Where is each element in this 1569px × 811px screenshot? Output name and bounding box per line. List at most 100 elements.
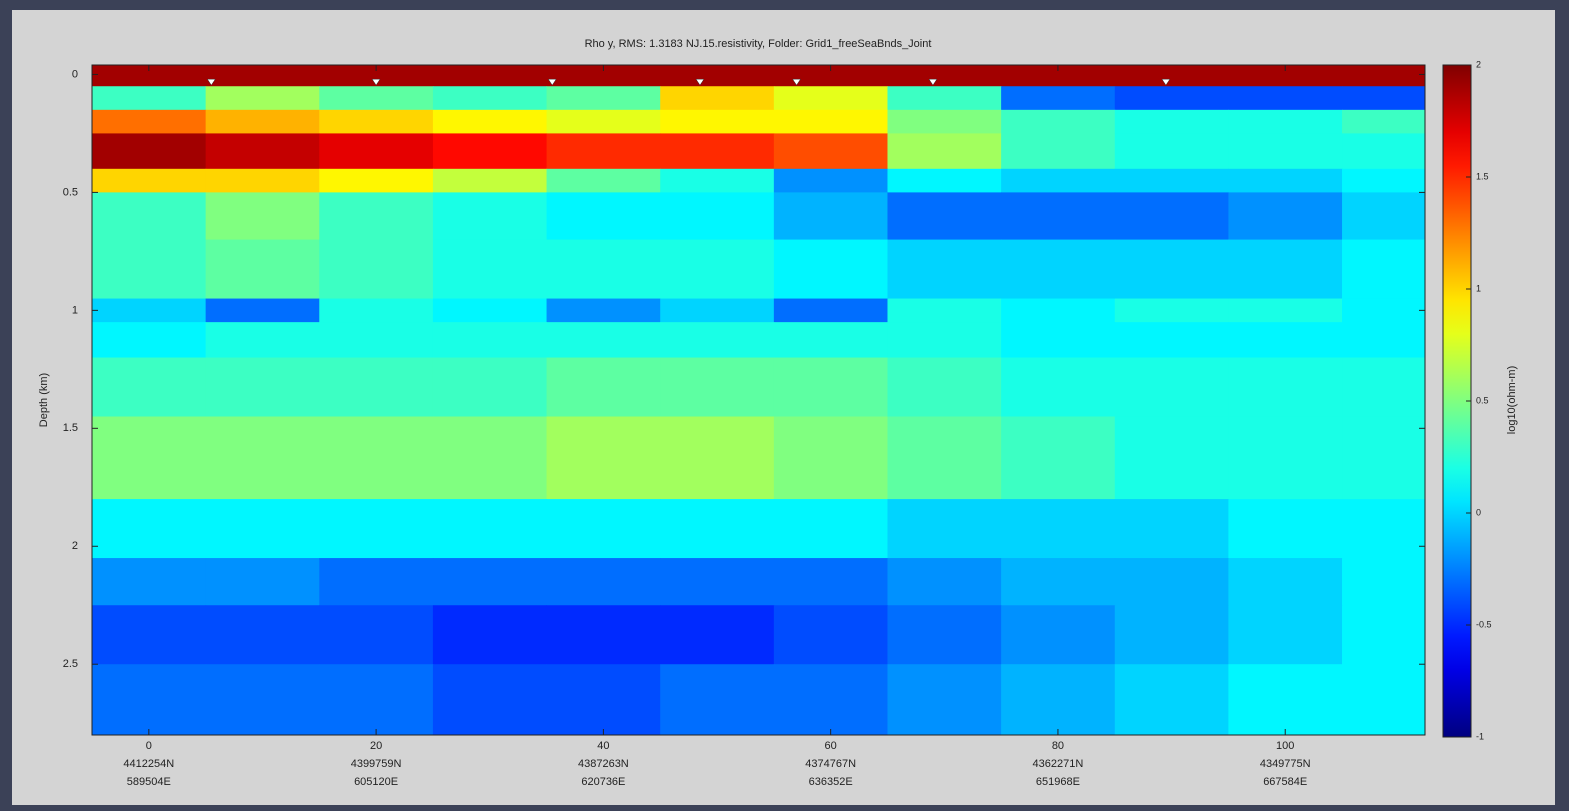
heatmap-cell <box>433 664 547 735</box>
heatmap-cell <box>1001 605 1115 664</box>
heatmap-cell <box>319 133 433 169</box>
heatmap-cell <box>1228 169 1342 193</box>
x-tick-label: 80 <box>1052 740 1064 752</box>
heatmap-cell <box>887 499 1001 558</box>
heatmap-cell <box>660 192 774 240</box>
heatmap-cell <box>1342 299 1425 323</box>
heatmap-cell <box>1115 240 1229 299</box>
heatmap-cell <box>1115 558 1229 606</box>
heatmap-cell <box>1001 110 1115 134</box>
heatmap-cell <box>774 299 888 323</box>
heatmap-cell <box>1342 110 1425 134</box>
heatmap-cell <box>1228 133 1342 169</box>
heatmap-cell <box>206 558 320 606</box>
heatmap-cell <box>92 110 206 134</box>
heatmap-cell <box>206 86 320 110</box>
chart: Rho y, RMS: 1.3183 NJ.15.resistivity, Fo… <box>0 0 1569 811</box>
heatmap-cell <box>1001 192 1115 240</box>
heatmap-cell <box>433 605 547 664</box>
x-tick-easting: 651968E <box>1036 776 1080 788</box>
heatmap-cell <box>206 110 320 134</box>
heatmap-cell <box>887 322 1001 358</box>
y-tick-label: 1.5 <box>63 422 78 434</box>
heatmap-cell <box>774 133 888 169</box>
heatmap-cell <box>547 358 661 417</box>
heatmap-cell <box>660 299 774 323</box>
heatmap-cell <box>1001 417 1115 500</box>
heatmap-cell <box>774 240 888 299</box>
heatmap-cell <box>547 299 661 323</box>
heatmap-cell <box>1115 417 1229 500</box>
heatmap-cell <box>660 240 774 299</box>
heatmap-cell <box>887 605 1001 664</box>
heatmap-cell <box>1342 169 1425 193</box>
heatmap-cell <box>92 605 206 664</box>
heatmap-cell <box>1228 240 1342 299</box>
heatmap-cell <box>887 240 1001 299</box>
heatmap-cell <box>433 110 547 134</box>
heatmap-cell <box>206 133 320 169</box>
heatmap-cell <box>433 499 547 558</box>
heatmap-cell <box>547 499 661 558</box>
heatmap-cell <box>1115 499 1229 558</box>
heatmap-cell <box>1115 664 1229 735</box>
y-tick-label: 1 <box>72 304 78 316</box>
heatmap-cell <box>547 417 661 500</box>
heatmap-cell <box>319 169 433 193</box>
heatmap-cell <box>547 605 661 664</box>
colorbar-tick-label: 1 <box>1476 283 1481 293</box>
heatmap-cell <box>774 664 888 735</box>
heatmap-cell <box>1001 240 1115 299</box>
heatmap-cell <box>92 192 206 240</box>
heatmap-cell <box>319 86 433 110</box>
heatmap-cell <box>319 322 433 358</box>
heatmap-cell <box>206 358 320 417</box>
heatmap-cell <box>887 86 1001 110</box>
heatmap-cell <box>1001 664 1115 735</box>
heatmap-cell <box>547 558 661 606</box>
colorbar-label: log10(ohm-m) <box>1506 366 1518 434</box>
heatmap-cell <box>433 322 547 358</box>
heatmap-cell <box>887 110 1001 134</box>
heatmap-cell <box>1001 358 1115 417</box>
heatmap-cell <box>206 664 320 735</box>
heatmap-cell <box>433 417 547 500</box>
heatmap-cell <box>206 299 320 323</box>
heatmap-cell <box>92 499 206 558</box>
heatmap-cell <box>1228 605 1342 664</box>
heatmap-cell <box>92 133 206 169</box>
colorbar-tick-label: -1 <box>1476 731 1484 741</box>
heatmap-cell <box>1342 86 1425 110</box>
x-tick-northing: 4387263N <box>578 758 629 770</box>
heatmap-cell <box>887 192 1001 240</box>
heatmap-cell <box>660 417 774 500</box>
heatmap-cell <box>1228 558 1342 606</box>
heatmap-cell <box>206 417 320 500</box>
heatmap-cell <box>1115 192 1229 240</box>
x-tick-northing: 4362271N <box>1033 758 1084 770</box>
heatmap-cell <box>433 240 547 299</box>
heatmap-cell <box>206 240 320 299</box>
heatmap-cell <box>547 169 661 193</box>
heatmap-cell <box>660 605 774 664</box>
heatmap-cell <box>92 558 206 606</box>
heatmap-cell <box>774 358 888 417</box>
colorbar-tick-label: 0.5 <box>1476 395 1489 405</box>
heatmap-cell <box>547 240 661 299</box>
heatmap-cell <box>319 605 433 664</box>
heatmap-cell <box>92 664 206 735</box>
heatmap-cell <box>660 169 774 193</box>
heatmap-cell <box>887 664 1001 735</box>
heatmap-cell <box>92 322 206 358</box>
heatmap-cell <box>1115 299 1229 323</box>
heatmap-cell <box>319 192 433 240</box>
heatmap-cell <box>1228 86 1342 110</box>
heatmap-cell <box>1342 499 1425 558</box>
heatmap-cell <box>433 65 547 87</box>
heatmap-cell <box>1342 322 1425 358</box>
heatmap-cell <box>774 499 888 558</box>
heatmap-cell <box>319 499 433 558</box>
x-tick-easting: 589504E <box>127 776 171 788</box>
heatmap-cell <box>1115 169 1229 193</box>
y-axis-label: Depth (km) <box>38 373 50 427</box>
